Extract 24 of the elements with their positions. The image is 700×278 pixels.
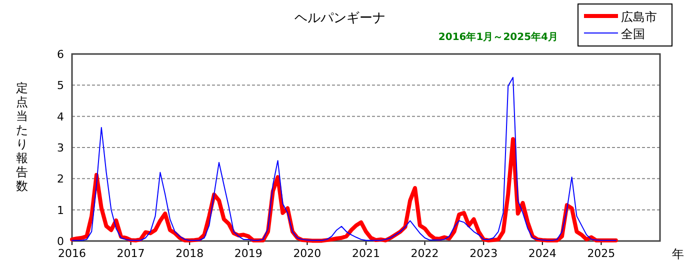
- x-tick-label: 2024: [528, 247, 556, 260]
- x-tick-label: 2018: [176, 247, 204, 260]
- y-tick-label: 6: [57, 48, 64, 61]
- line-series: [72, 76, 616, 241]
- chart-subtitle: 2016年1月～2025年4月: [438, 31, 558, 43]
- y-tick-label: 5: [57, 79, 64, 92]
- y-tick-label: 3: [57, 142, 64, 154]
- legend-label: 全国: [621, 27, 645, 41]
- x-axis-title: 年: [672, 247, 684, 261]
- y-tick-label: 2: [57, 172, 64, 186]
- chart-title: ヘルパンギーナ: [294, 11, 386, 26]
- y-tick-label: 4: [57, 110, 64, 124]
- x-tick-label: 2022: [410, 247, 439, 260]
- y-axis-title: 定点当たり報告数: [16, 81, 28, 193]
- x-tick-label: 2019: [234, 247, 262, 260]
- x-tick-label: 2017: [116, 247, 145, 260]
- x-tick-label: 2025: [587, 247, 616, 260]
- x-tick-label: 2020: [293, 247, 322, 260]
- x-tick-label: 2021: [352, 247, 380, 260]
- x-tick-label: 2023: [470, 247, 498, 260]
- y-tick-label: 0: [57, 235, 64, 248]
- legend-label: 広島市: [621, 10, 657, 24]
- x-tick-label: 2016: [58, 247, 86, 260]
- y-tick-label: 1: [57, 204, 64, 217]
